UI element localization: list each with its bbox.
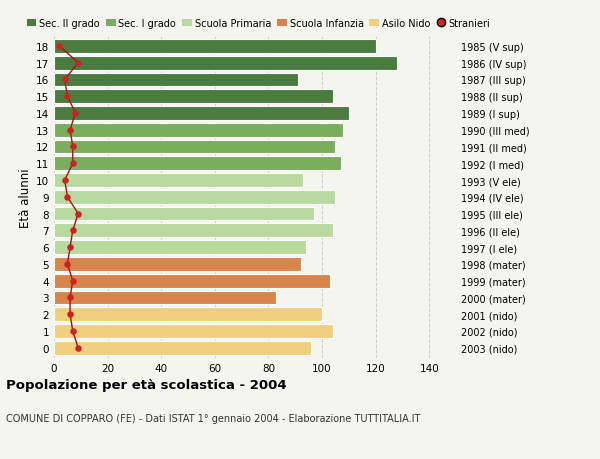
Bar <box>54 157 341 171</box>
Bar <box>54 241 306 254</box>
Bar <box>54 224 333 238</box>
Bar <box>54 73 298 87</box>
Point <box>62 194 72 201</box>
Point <box>68 227 77 235</box>
Bar <box>54 190 335 204</box>
Point <box>60 177 70 185</box>
Point <box>65 127 75 134</box>
Point <box>68 277 77 285</box>
Bar <box>54 56 397 70</box>
Legend: Sec. II grado, Sec. I grado, Scuola Primaria, Scuola Infanzia, Asilo Nido, Stran: Sec. II grado, Sec. I grado, Scuola Prim… <box>27 19 491 28</box>
Point <box>73 210 83 218</box>
Text: COMUNE DI COPPARO (FE) - Dati ISTAT 1° gennaio 2004 - Elaborazione TUTTITALIA.IT: COMUNE DI COPPARO (FE) - Dati ISTAT 1° g… <box>6 413 421 423</box>
Point <box>68 328 77 335</box>
Point <box>62 93 72 101</box>
Point <box>73 344 83 352</box>
Bar <box>54 207 314 221</box>
Bar <box>54 40 376 54</box>
Point <box>55 43 64 50</box>
Bar <box>54 274 330 288</box>
Point <box>60 77 70 84</box>
Bar <box>54 291 277 305</box>
Y-axis label: Età alunni: Età alunni <box>19 168 32 227</box>
Bar <box>54 308 322 321</box>
Bar <box>54 325 333 338</box>
Point <box>62 261 72 268</box>
Bar <box>54 107 349 121</box>
Point <box>68 144 77 151</box>
Point <box>73 60 83 67</box>
Bar <box>54 257 301 271</box>
Bar <box>54 140 335 154</box>
Point <box>68 160 77 168</box>
Bar <box>54 123 343 137</box>
Point <box>71 110 80 118</box>
Point <box>65 294 75 302</box>
Text: Popolazione per età scolastica - 2004: Popolazione per età scolastica - 2004 <box>6 379 287 392</box>
Point <box>65 244 75 251</box>
Point <box>65 311 75 318</box>
Bar <box>54 174 303 187</box>
Bar <box>54 90 333 104</box>
Bar <box>54 341 311 355</box>
